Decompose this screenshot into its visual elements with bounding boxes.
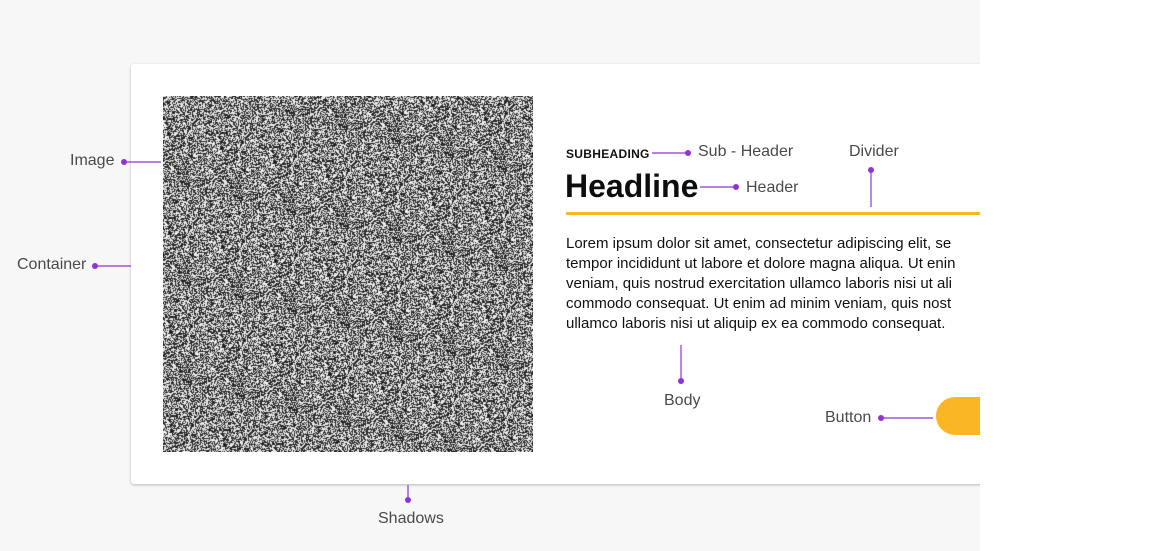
container-annotation: Container bbox=[17, 256, 87, 273]
button-annotation: Button bbox=[825, 409, 872, 426]
shadows-annotation: Shadows bbox=[378, 510, 444, 527]
card-subheading: SUBHEADING bbox=[566, 147, 650, 161]
container-callout-dot bbox=[92, 263, 98, 269]
shadows-callout-dot bbox=[405, 497, 411, 503]
header-annotation: Header bbox=[746, 179, 799, 196]
divider-annotation: Divider bbox=[849, 143, 899, 160]
card-image bbox=[163, 96, 533, 452]
sub-header-annotation: Sub - Header bbox=[698, 143, 794, 160]
diagram-canvas: SUBHEADING Headline Lorem ipsum dolor si… bbox=[17, 96, 980, 527]
body-annotation: Body bbox=[664, 392, 701, 409]
card-action-button[interactable] bbox=[936, 397, 980, 435]
card-headline: Headline bbox=[565, 168, 699, 204]
image-callout-dot bbox=[121, 159, 127, 165]
card-body-text: Lorem ipsum dolor sit amet, consectetur … bbox=[566, 235, 956, 332]
image-annotation: Image bbox=[70, 152, 115, 169]
card-divider bbox=[566, 212, 980, 215]
